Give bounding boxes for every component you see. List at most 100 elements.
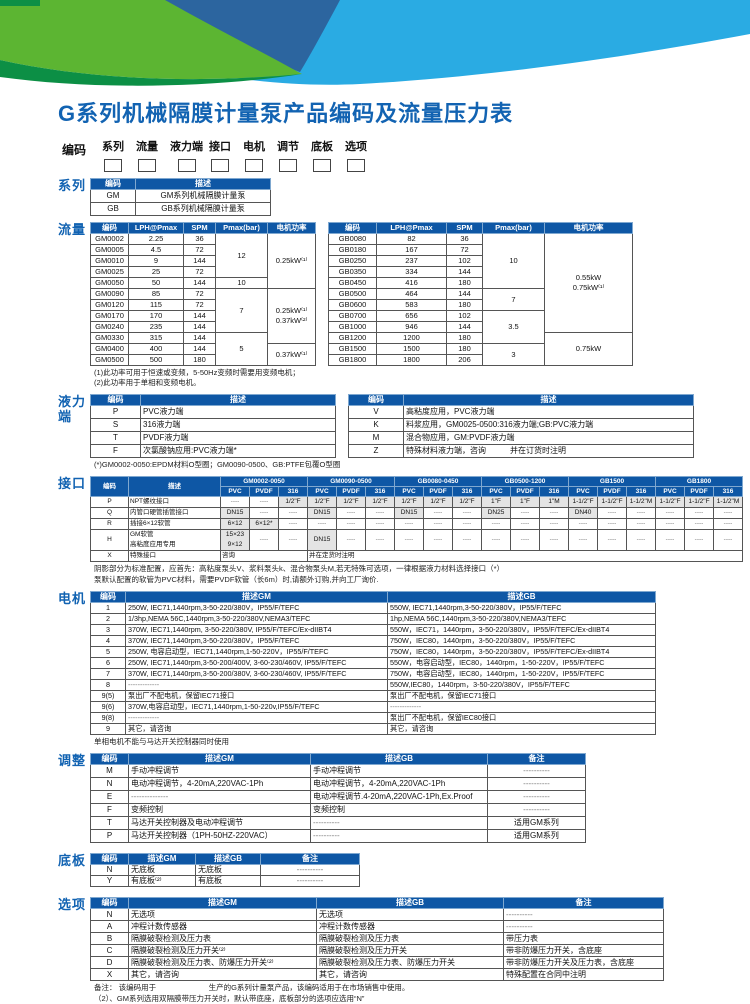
cell: 隔膜破裂检测及压力表 xyxy=(316,931,504,945)
cell: 1/3hp,NEMA 56C,1440rpm,3-50-220/380V,NEM… xyxy=(125,612,388,625)
cell: 泵出厂不配电机，保留IEC71接口 xyxy=(125,689,388,702)
page-title: G系列机械隔膜计量泵产品编码及流量压力表 xyxy=(58,101,514,126)
cell: 102 xyxy=(446,310,483,322)
cell: 250W, 电容启动型，IEC71,1440rpm,1-50-220V，IP55… xyxy=(125,645,388,658)
coding-row: 编码 系列 流量 液力端 接口 电机 调节 底板 选项 xyxy=(0,138,750,172)
cell: ---------- xyxy=(487,802,586,817)
cell: GB0180 xyxy=(328,244,377,256)
header-cell: GB1500 xyxy=(568,476,656,488)
cell: ---- xyxy=(597,518,627,531)
cell: DN15 xyxy=(394,507,424,520)
table-row: GM0050 50 144 10 xyxy=(90,277,316,289)
table-row: 2 1/3hp,NEMA 56C,1440rpm,3-50-220/380V,NE… xyxy=(90,612,656,625)
cell: GM0050 xyxy=(90,277,129,289)
cell: PVC液力端 xyxy=(140,405,336,420)
cell: 5 xyxy=(90,645,126,658)
header-cell: 编码 xyxy=(90,394,141,407)
header-cell: 描述GB xyxy=(387,590,656,603)
table-row: N 电动冲程调节，4-20mA,220VAC-1Ph 电动冲程调节，4-20mA,2… xyxy=(90,776,586,791)
table-row: X 特殊接口 咨询 并在定货时注明 xyxy=(90,550,743,563)
cell: 1"F xyxy=(481,496,511,509)
table-row: 编码 描述GM 描述GB 备注 xyxy=(90,852,360,865)
cell: 1/2"F xyxy=(307,496,337,509)
coding-field-flow: 流量 xyxy=(136,138,158,172)
section-adjust-label: 调整 xyxy=(58,752,87,768)
cell: 7 xyxy=(482,288,545,311)
header-cell: PVC xyxy=(481,486,511,498)
interface-table: 编码 描述 GM0002-0050 GM0090-0500 GB0080-0450 GB0… xyxy=(90,476,743,563)
cell: 7 xyxy=(90,667,126,680)
table-row: GM0240 235 144 xyxy=(90,321,316,333)
cell: 插接6×12软管 xyxy=(128,518,221,531)
coding-checkbox[interactable] xyxy=(138,159,157,172)
cell: 750W，IEC80，1440rpm，3-50-220/380V，IP55/F/… xyxy=(387,634,656,647)
header-cell: PVDF xyxy=(684,486,714,498)
coding-checkbox[interactable] xyxy=(313,159,332,172)
cell: 370W, IEC71,1440rpm,3-50-220/380V，IP55/F… xyxy=(125,634,388,647)
cell: ---- xyxy=(655,529,685,552)
coding-checkbox[interactable] xyxy=(104,159,123,172)
cell: M xyxy=(348,431,404,446)
flow-footnote-1: (1)此功率可用于恒速或变频，5-50Hz变频时需要用变频电机； xyxy=(94,368,300,377)
coding-checkbox[interactable] xyxy=(279,159,298,172)
cell: 1-1/2"F xyxy=(597,496,627,509)
table-row: N 无选项 无选项 ---------- xyxy=(90,907,664,921)
cell: 其它，请咨询 xyxy=(125,722,388,735)
cell: 特殊配置在合同中注明 xyxy=(503,967,664,981)
cell: 隔膜破裂检测及压力表、防爆压力开关⁽²⁾ xyxy=(128,955,317,969)
hydraulic-footnote: (*)GM0002-0050:EPDM材料O型圈；GM0090-0500、GB:… xyxy=(94,460,341,470)
cell: 泵出厂不配电机，保留IEC71接口 xyxy=(387,689,656,702)
header-cell: 电机功率 xyxy=(267,222,316,234)
table-row: M 混合物应用，GM:PVDF液力端 xyxy=(348,431,694,446)
cell: ---- xyxy=(597,507,627,520)
header-cell: 编码 xyxy=(90,178,136,190)
cell: 1200 xyxy=(376,332,447,344)
cell: ---- xyxy=(568,518,598,531)
cell: ---- xyxy=(394,529,424,552)
cell: ---- xyxy=(365,529,395,552)
cell: 237 xyxy=(376,255,447,267)
cell: 72 xyxy=(183,299,216,311)
table-row: Z 特殊材料液力端，咨询 并在订货时注明 xyxy=(348,444,694,459)
table-row: A 冲程计数传感器 冲程计数传感器 ---------- xyxy=(90,919,664,933)
header-cell: 编码 xyxy=(90,222,129,234)
coding-checkbox[interactable] xyxy=(245,159,264,172)
header-cell: 描述 xyxy=(140,394,336,407)
cell: 1"M xyxy=(539,496,569,509)
coding-checkbox[interactable] xyxy=(347,159,366,172)
coding-checkbox[interactable] xyxy=(211,159,230,172)
header-cell: 备注 xyxy=(260,852,360,865)
cell: GB1000 xyxy=(328,321,377,333)
header-cell: 编码 xyxy=(90,476,129,498)
cell: S xyxy=(90,418,141,433)
table-row: 5 250W, 电容启动型，IEC71,1440rpm,1-50-220V，IP5… xyxy=(90,645,656,658)
cell: 72 xyxy=(446,244,483,256)
hydraulic-table-right-grid: 编码 描述 V 高粘度应用，PVC液力端 K 料浆应用，GM0025-0500:316液力… xyxy=(348,394,694,459)
cell: 带非防爆压力开关及压力表，含底座 xyxy=(503,955,664,969)
table-row: P PVC液力端 xyxy=(90,405,336,420)
cell: 泵出厂不配电机，保留IEC80接口 xyxy=(387,711,656,724)
cell: 0.37kW⁽¹⁾ xyxy=(267,343,316,366)
cell: 3.5 xyxy=(482,310,545,344)
section-base: 底板 编码 描述GM 描述GB 备注 N 无底板 无底板 ---------- Y 有底板⁽²⁾ 有… xyxy=(0,852,750,887)
cell: 144 xyxy=(183,310,216,322)
header-cell: 描述 xyxy=(403,394,694,407)
table-row: V 高粘度应用，PVC液力端 xyxy=(348,405,694,420)
coding-field-hydraulic: 液力端 xyxy=(170,138,203,172)
cell: 180 xyxy=(446,332,483,344)
cell: 9(5) xyxy=(90,689,126,702)
cell: 102 xyxy=(446,255,483,267)
cell: 1/2"F xyxy=(423,496,453,509)
cell: X xyxy=(90,967,129,981)
cell: 1/2"F xyxy=(278,496,308,509)
table-row: 编码 描述GM 描述GB 备注 xyxy=(90,896,664,909)
cell: ---- xyxy=(713,507,743,520)
cell: E xyxy=(90,789,129,804)
cell: 6 xyxy=(90,656,126,669)
flow-table-gm-grid: 编码 LPH@Pmax SPM Pmax(bar) 电机功率 GM0002 2.25 36 12… xyxy=(90,222,316,366)
cell: D xyxy=(90,955,129,969)
cell: 316液力端 xyxy=(140,418,336,433)
cell: 656 xyxy=(376,310,447,322)
coding-checkbox[interactable] xyxy=(177,159,196,172)
cell: ---- xyxy=(423,507,453,520)
